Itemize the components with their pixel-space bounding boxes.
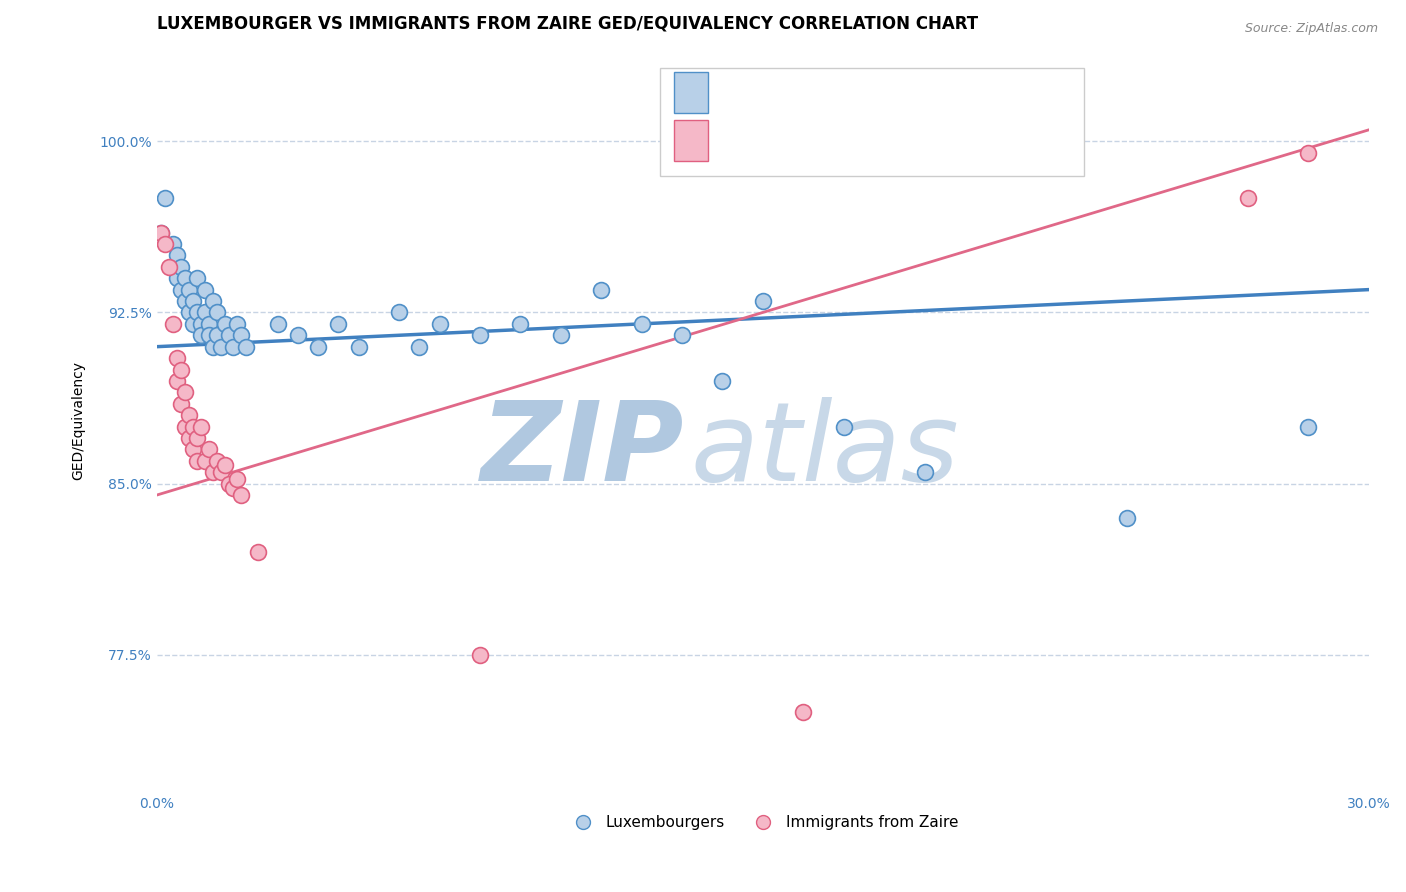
Point [711,374,734,388]
Point [468,328,491,343]
Text: ZIP: ZIP [481,397,685,504]
Point [190,317,212,331]
Text: R = 0.354    N = 32: R = 0.354 N = 32 [727,132,903,150]
Point [209,340,232,354]
Point [209,465,232,479]
Point [166,351,188,365]
Point [218,328,240,343]
Point [153,191,176,205]
Point [550,328,572,343]
Point [181,419,204,434]
Point [162,317,184,331]
Point [214,458,236,473]
Point [408,340,430,354]
Point [166,271,188,285]
Point [214,317,236,331]
Text: atlas: atlas [690,397,959,504]
Point [671,328,693,343]
Point [429,317,451,331]
Point [630,317,652,331]
Point [198,328,221,343]
Text: LUXEMBOURGER VS IMMIGRANTS FROM ZAIRE GED/EQUIVALENCY CORRELATION CHART: LUXEMBOURGER VS IMMIGRANTS FROM ZAIRE GE… [156,15,977,33]
Point [509,317,531,331]
Text: Source: ZipAtlas.com: Source: ZipAtlas.com [1244,22,1378,36]
Point [235,340,257,354]
Point [186,431,208,445]
Point [149,226,172,240]
Point [1298,419,1320,434]
Point [177,408,200,422]
Point [177,305,200,319]
Point [194,283,217,297]
Point [157,260,180,274]
Point [347,340,370,354]
Point [186,305,208,319]
Point [181,317,204,331]
Point [181,442,204,457]
Point [207,454,229,468]
Point [1115,511,1137,525]
Point [287,328,309,343]
Point [170,362,193,376]
Point [174,385,197,400]
Point [149,226,172,240]
FancyBboxPatch shape [675,120,709,161]
Point [166,374,188,388]
Point [174,419,197,434]
Y-axis label: GED/Equivalency: GED/Equivalency [72,361,86,481]
Point [186,454,208,468]
Point [218,476,240,491]
Point [307,340,329,354]
Point [246,545,269,559]
Point [328,317,350,331]
Point [222,340,245,354]
Point [226,317,249,331]
Point [207,328,229,343]
Point [202,293,225,308]
Point [177,431,200,445]
Text: R = 0.120    N = 52: R = 0.120 N = 52 [727,84,903,102]
Point [792,705,814,719]
Point [186,271,208,285]
Point [468,648,491,662]
Point [166,248,188,262]
Point [162,236,184,251]
Point [267,317,290,331]
Point [177,283,200,297]
Point [832,419,855,434]
Point [174,271,197,285]
Point [231,488,253,502]
Point [222,481,245,495]
Point [591,283,613,297]
Point [170,260,193,274]
FancyBboxPatch shape [659,69,1084,176]
Point [170,283,193,297]
Point [194,305,217,319]
Point [194,454,217,468]
Point [388,305,411,319]
Point [153,236,176,251]
Point [190,328,212,343]
Legend: Luxembourgers, Immigrants from Zaire: Luxembourgers, Immigrants from Zaire [561,809,965,837]
Point [1298,145,1320,160]
Point [198,317,221,331]
Point [914,465,936,479]
Point [226,472,249,486]
Point [231,328,253,343]
Point [198,442,221,457]
Point [202,340,225,354]
FancyBboxPatch shape [675,72,709,113]
Point [752,293,775,308]
Point [174,293,197,308]
Point [190,419,212,434]
Point [202,465,225,479]
Point [181,293,204,308]
Point [207,305,229,319]
Point [170,397,193,411]
Point [1237,191,1260,205]
